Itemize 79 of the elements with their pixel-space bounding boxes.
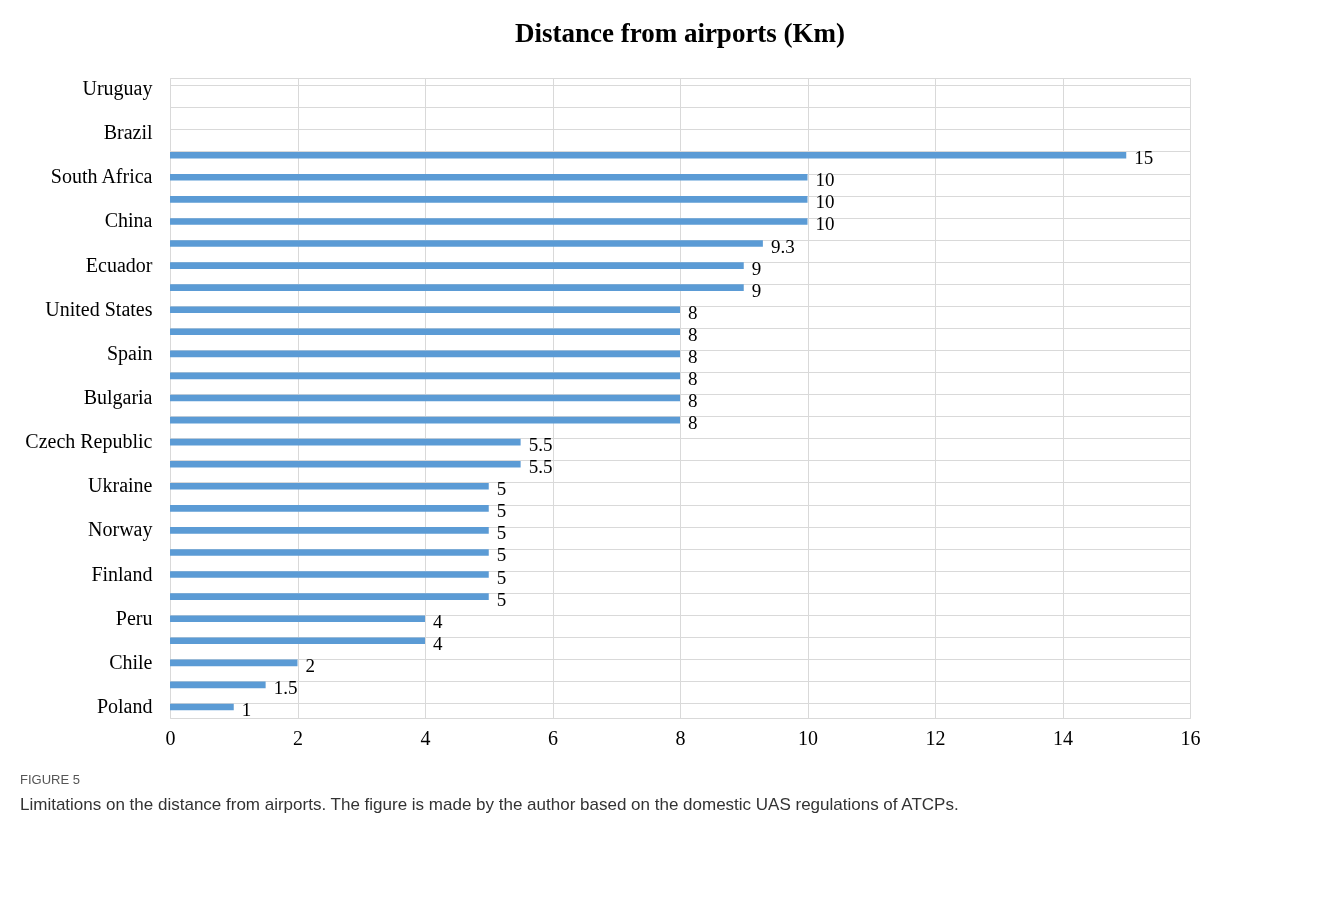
bar — [170, 218, 808, 225]
data-label: 4 — [433, 632, 443, 654]
bar — [170, 372, 680, 380]
y-tick-label: Poland — [96, 694, 153, 717]
caption: FIGURE 5 — [20, 772, 80, 787]
x-tick-label: 14 — [1053, 726, 1073, 749]
x-tick-label: 4 — [420, 726, 431, 749]
chart-title: Distance from airports (Km) — [514, 18, 846, 48]
bar — [170, 681, 266, 689]
x-tick-label: 8 — [675, 726, 686, 749]
data-label: 5 — [496, 522, 507, 544]
data-label: 15 — [1134, 147, 1154, 169]
bar — [170, 284, 744, 291]
bar — [170, 416, 680, 424]
y-tick-label: South Africa — [50, 165, 153, 188]
data-label: 5 — [496, 500, 507, 522]
bar — [170, 549, 489, 556]
y-tick-label: Ukraine — [88, 474, 153, 497]
bar — [170, 659, 298, 667]
data-label: 5 — [496, 544, 507, 566]
bar — [170, 482, 489, 490]
x-tick-label: 16 — [1180, 726, 1201, 749]
data-label: 8 — [688, 367, 698, 389]
bar — [170, 350, 680, 358]
x-tick-label: 0 — [165, 726, 176, 749]
data-label: 8 — [688, 390, 698, 411]
x-tick-label: 12 — [925, 726, 946, 749]
text: Limitations on the distance from airports. The figure is made by the author based on the domestic UAS regulations of ATCPs. — [20, 795, 959, 814]
bar — [170, 527, 489, 534]
x-tick-label: 10 — [798, 726, 818, 749]
data-label: 8 — [688, 301, 698, 323]
data-label: 2 — [305, 654, 315, 676]
data-label: 9 — [751, 257, 762, 279]
data-label: 9 — [751, 279, 762, 301]
bar — [170, 306, 680, 314]
data-label: 8 — [688, 412, 698, 434]
data-label: 5 — [496, 588, 507, 610]
bar — [170, 328, 680, 336]
bar — [170, 196, 808, 203]
data-label: 4 — [433, 610, 443, 632]
data-label: 10 — [815, 213, 835, 235]
data-label: 9.3 — [770, 235, 795, 257]
y-tick-label: Bulgaria — [83, 386, 153, 409]
bar — [170, 571, 489, 578]
bar — [170, 703, 234, 711]
y-tick-label: United States — [45, 297, 153, 320]
data-label: 5 — [496, 478, 507, 500]
y-tick-label: Chile — [109, 650, 153, 673]
data-label: 1.5 — [273, 676, 298, 698]
x-tick-label: 6 — [548, 726, 558, 749]
data-label: 8 — [688, 345, 698, 367]
y-tick-label: Czech Republic — [25, 430, 153, 454]
y-tick-label: Ecuador — [85, 253, 153, 276]
y-tick-label: Spain — [106, 341, 153, 365]
bar — [170, 151, 1127, 159]
x-tick-label: 2 — [293, 726, 303, 749]
bar — [170, 262, 744, 269]
bar — [170, 637, 425, 645]
data-label: 10 — [815, 191, 835, 213]
y-tick-label: China — [104, 209, 153, 232]
y-tick-label: Uruguay — [82, 77, 153, 101]
data-label: 10 — [815, 169, 835, 191]
bar — [170, 174, 808, 181]
bar — [170, 240, 763, 247]
bar — [170, 615, 425, 622]
bar — [170, 505, 489, 512]
data-label: 8 — [688, 323, 698, 345]
bar — [170, 593, 489, 600]
bar — [170, 394, 680, 402]
data-label: 1 — [241, 698, 252, 720]
y-tick-label: Norway — [88, 518, 153, 542]
y-tick-label: Brazil — [103, 121, 153, 144]
data-label: 5 — [496, 566, 507, 588]
y-tick-label: Finland — [91, 562, 153, 585]
data-label: 5.5 — [528, 434, 553, 456]
data-label: 5.5 — [528, 456, 553, 478]
y-tick-label: Peru — [115, 606, 153, 629]
bar — [170, 438, 521, 446]
bar — [170, 460, 521, 468]
